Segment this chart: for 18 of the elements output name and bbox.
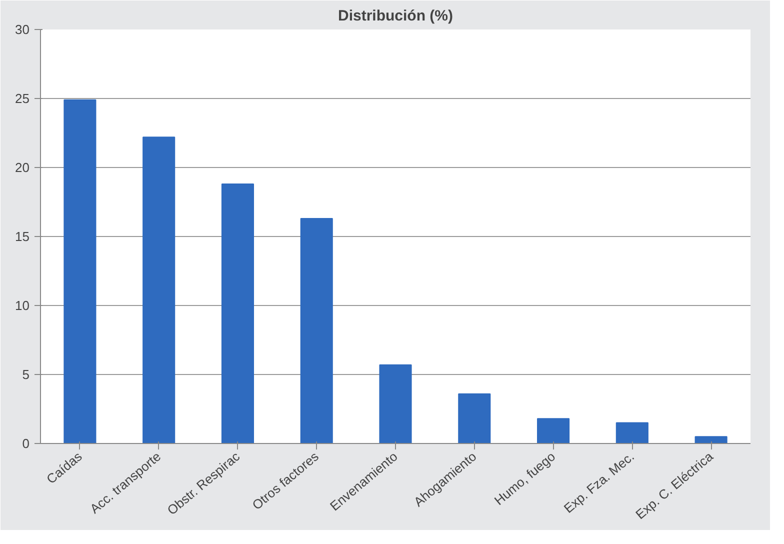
- bar: [537, 418, 570, 444]
- y-tick-label: 25: [15, 91, 30, 106]
- chart-title: Distribución (%): [338, 8, 454, 24]
- bar: [142, 136, 176, 444]
- bar: [616, 422, 648, 444]
- y-tick-label: 5: [22, 367, 30, 382]
- bar: [221, 184, 254, 444]
- y-tick-label: 0: [22, 436, 30, 451]
- bar: [379, 364, 412, 444]
- y-tick-label: 10: [15, 298, 30, 313]
- y-tick-label: 30: [15, 22, 30, 37]
- y-tick-label: 20: [15, 160, 30, 175]
- bar: [694, 436, 728, 444]
- bar: [300, 218, 333, 444]
- bar: [64, 99, 96, 444]
- bar: [458, 393, 491, 444]
- x-tick-label: Exp. Fza. Mec.: [560, 448, 637, 516]
- y-tick-label: 15: [15, 229, 30, 244]
